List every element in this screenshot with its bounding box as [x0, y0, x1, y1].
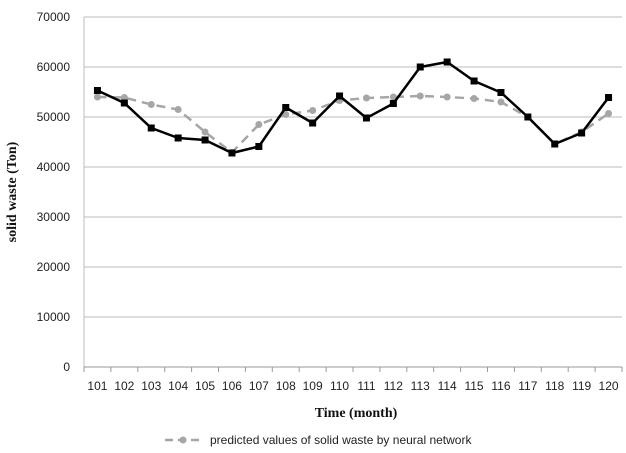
x-tick-label: 120: [599, 379, 619, 393]
data-point-actual: [309, 119, 317, 127]
data-point-actual: [416, 63, 424, 71]
y-tick-label: 10000: [37, 310, 71, 324]
y-tick-label: 30000: [37, 210, 71, 224]
y-tick-label: 40000: [37, 160, 71, 174]
data-point-predicted: [147, 101, 155, 108]
data-point-predicted: [416, 92, 424, 100]
data-point-actual: [470, 77, 478, 85]
data-point-actual: [578, 129, 586, 137]
series-layer: [93, 58, 613, 157]
y-tick-label: 20000: [37, 260, 71, 274]
data-point-actual: [255, 143, 263, 150]
series-line-predicted: [97, 94, 610, 154]
data-point-actual: [336, 92, 344, 100]
data-point-predicted: [389, 93, 397, 101]
data-point-predicted: [93, 93, 101, 101]
legend-circle-marker: [179, 436, 187, 444]
x-tick-label: 114: [438, 379, 457, 393]
legend-label-predicted: predicted values of solid waste by neura…: [210, 433, 472, 447]
data-point-actual: [443, 58, 451, 66]
y-axis-ticks: 0 10000 20000 30000 40000 50000 60000 70000: [37, 10, 71, 374]
data-point-predicted: [362, 94, 370, 102]
x-tick-label: 101: [87, 379, 107, 393]
y-tick-label: 50000: [37, 110, 71, 124]
x-tick-label: 115: [464, 379, 483, 393]
data-point-actual: [551, 140, 559, 148]
data-point-actual: [282, 104, 290, 111]
x-tick-label: 119: [572, 379, 591, 393]
y-tick-label: 60000: [37, 60, 71, 74]
data-point-actual: [605, 94, 613, 101]
x-tick-label: 117: [518, 379, 537, 393]
x-tick-label: 105: [195, 379, 215, 393]
data-point-actual: [120, 99, 128, 107]
series-actual: [93, 58, 613, 157]
data-point-actual: [147, 124, 155, 132]
data-point-predicted: [309, 107, 317, 114]
data-point-actual: [228, 149, 236, 157]
y-tick-label: 0: [63, 360, 70, 374]
legend: predicted values of solid waste by neura…: [165, 433, 472, 447]
x-tick-label: 118: [545, 379, 564, 393]
data-point-predicted: [174, 106, 182, 113]
x-tick-label: 111: [357, 379, 376, 393]
x-tick-label: 104: [168, 379, 188, 393]
data-point-predicted: [443, 93, 451, 101]
data-point-actual: [497, 89, 505, 96]
data-point-predicted: [282, 111, 290, 118]
data-point-predicted: [470, 95, 478, 102]
x-tick-label: 108: [276, 379, 296, 393]
x-tick-label: 110: [330, 379, 349, 393]
data-point-actual: [93, 87, 101, 94]
gridlines: [83, 16, 622, 368]
data-point-actual: [362, 114, 370, 122]
series-line-actual: [96, 60, 610, 155]
x-tick-label: 113: [411, 379, 430, 393]
x-tick-label: 116: [491, 379, 510, 393]
data-point-actual: [201, 136, 209, 144]
x-tick-label: 102: [114, 379, 134, 393]
x-tick-label: 107: [249, 379, 269, 393]
x-axis-ticks: 101 102 103 104 105 106 107 108 109 110 111 112 113 1…: [83, 367, 623, 393]
y-tick-label: 70000: [37, 10, 71, 24]
data-point-predicted: [605, 110, 613, 117]
y-axis-title: solid waste (Ton): [5, 141, 20, 242]
x-tick-label: 109: [303, 379, 323, 393]
data-point-predicted: [201, 128, 209, 136]
data-point-predicted: [255, 121, 263, 128]
x-axis-title: Time (month): [315, 406, 398, 421]
data-point-predicted: [120, 94, 128, 101]
x-tick-label: 103: [141, 379, 161, 393]
data-point-predicted: [497, 98, 505, 106]
x-tick-label: 106: [222, 379, 242, 393]
data-point-actual: [524, 113, 532, 121]
data-point-actual: [389, 100, 397, 107]
x-tick-label: 112: [384, 379, 403, 393]
data-point-actual: [174, 134, 182, 142]
